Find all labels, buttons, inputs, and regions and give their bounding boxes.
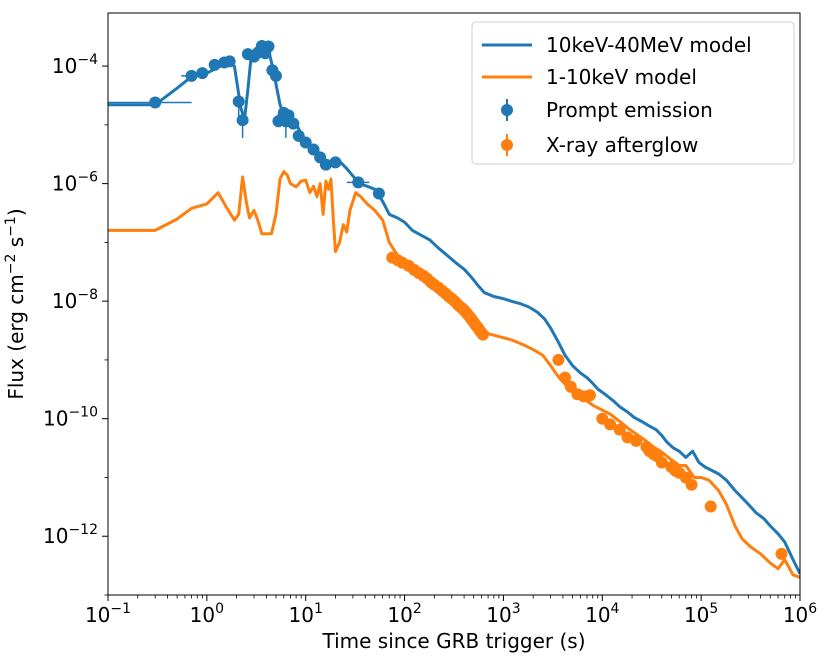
legend: 10keV-40MeV model 1-10keV model Prompt e… (471, 21, 795, 165)
y-tick-label-exp: −12 (68, 522, 98, 538)
x-tick-label: 100 (190, 601, 224, 627)
y-tick-label-base: 10 (43, 407, 68, 431)
data-point (372, 187, 385, 200)
legend-label-xray: X-ray afterglow (546, 133, 698, 157)
x-tick-label-base: 10 (783, 603, 808, 627)
data-point (476, 328, 489, 341)
data-point (223, 55, 236, 68)
data-point (329, 156, 342, 169)
x-tick-label: 101 (289, 601, 323, 627)
data-point (775, 547, 788, 560)
x-tick-label-exp: 2 (413, 601, 422, 617)
x-tick-label: 10−1 (85, 601, 131, 627)
x-tick-label: 104 (585, 601, 619, 627)
data-point (299, 136, 312, 149)
data-point (262, 40, 275, 53)
data-point (319, 158, 332, 171)
data-point (685, 478, 698, 491)
x-tick-label-exp: 5 (709, 601, 718, 617)
data-point (655, 456, 668, 469)
x-axis: 10−1 100 101 102 103 104 105 106 (85, 595, 817, 627)
x-tick-label-base: 10 (190, 603, 215, 627)
y-tick-label-exp: −4 (77, 52, 98, 68)
x-tick-label-exp: 4 (611, 601, 620, 617)
data-point (269, 69, 282, 82)
legend-label-prompt: Prompt emission (546, 98, 713, 122)
y-tick-label-exp: −10 (68, 405, 98, 421)
y-tick-label-base: 10 (52, 289, 77, 313)
y-axis-label: Flux (erg cm−2 s−1) (3, 208, 28, 399)
series-layer (108, 39, 800, 579)
data-point (559, 371, 572, 384)
series-points-3 (386, 251, 788, 560)
y-tick-label: 10−10 (43, 405, 98, 431)
plot-frame (107, 12, 801, 596)
data-point (704, 500, 717, 513)
data-point (352, 176, 365, 189)
data-point (185, 69, 198, 82)
x-tick-label-base: 10 (585, 603, 610, 627)
legend-label-model-low: 1-10keV model (546, 65, 697, 89)
x-tick-label-exp: 6 (808, 601, 817, 617)
x-tick-label-base: 10 (85, 603, 110, 627)
y-tick-label-exp: −8 (77, 287, 98, 303)
legend-marker-xray (501, 139, 513, 151)
y-tick-label-base: 10 (52, 54, 77, 78)
x-axis-label: Time since GRB trigger (s) (321, 629, 585, 653)
y-tick-label: 10−6 (52, 170, 98, 196)
data-point (232, 95, 245, 108)
y-tick-label-base: 10 (52, 172, 77, 196)
y-tick-label: 10−4 (52, 52, 98, 78)
x-tick-label-base: 10 (684, 603, 709, 627)
x-tick-label: 102 (387, 601, 421, 627)
y-axis-label-end: ) (4, 208, 28, 216)
legend-marker-prompt (501, 104, 513, 116)
y-tick-label-base: 10 (43, 524, 68, 548)
legend-box (471, 21, 795, 165)
data-point (208, 58, 221, 71)
y-axis-label-mid: s (4, 237, 28, 254)
x-tick-label: 106 (783, 601, 817, 627)
data-point (287, 117, 300, 130)
data-point (196, 67, 209, 80)
x-tick-label-exp: 0 (215, 601, 224, 617)
x-tick-label-exp: 3 (512, 601, 521, 617)
data-point (236, 114, 249, 127)
y-tick-label: 10−8 (52, 287, 98, 313)
series-points-2 (108, 39, 385, 200)
y-axis-label-exp2: −1 (3, 216, 19, 237)
x-tick-label: 103 (486, 601, 520, 627)
y-axis-label-exp1: −2 (3, 254, 19, 275)
x-tick-label-exp: −1 (110, 601, 131, 617)
series-line-1 (108, 170, 800, 579)
y-axis-label-base: Flux (erg cm (4, 274, 28, 399)
data-point (630, 434, 643, 447)
data-point (307, 143, 320, 156)
legend-label-model-high: 10keV-40MeV model (546, 33, 752, 57)
y-tick-label: 10−12 (43, 522, 98, 548)
x-tick-label-base: 10 (486, 603, 511, 627)
data-point (604, 418, 617, 431)
y-tick-label-exp: −6 (77, 170, 98, 186)
x-tick-label: 105 (684, 601, 718, 627)
data-point (552, 353, 565, 366)
data-point (149, 96, 162, 109)
data-point (583, 389, 596, 402)
x-tick-label-base: 10 (387, 603, 412, 627)
x-tick-label-exp: 1 (314, 601, 323, 617)
data-point (613, 423, 626, 436)
x-tick-label-base: 10 (289, 603, 314, 627)
